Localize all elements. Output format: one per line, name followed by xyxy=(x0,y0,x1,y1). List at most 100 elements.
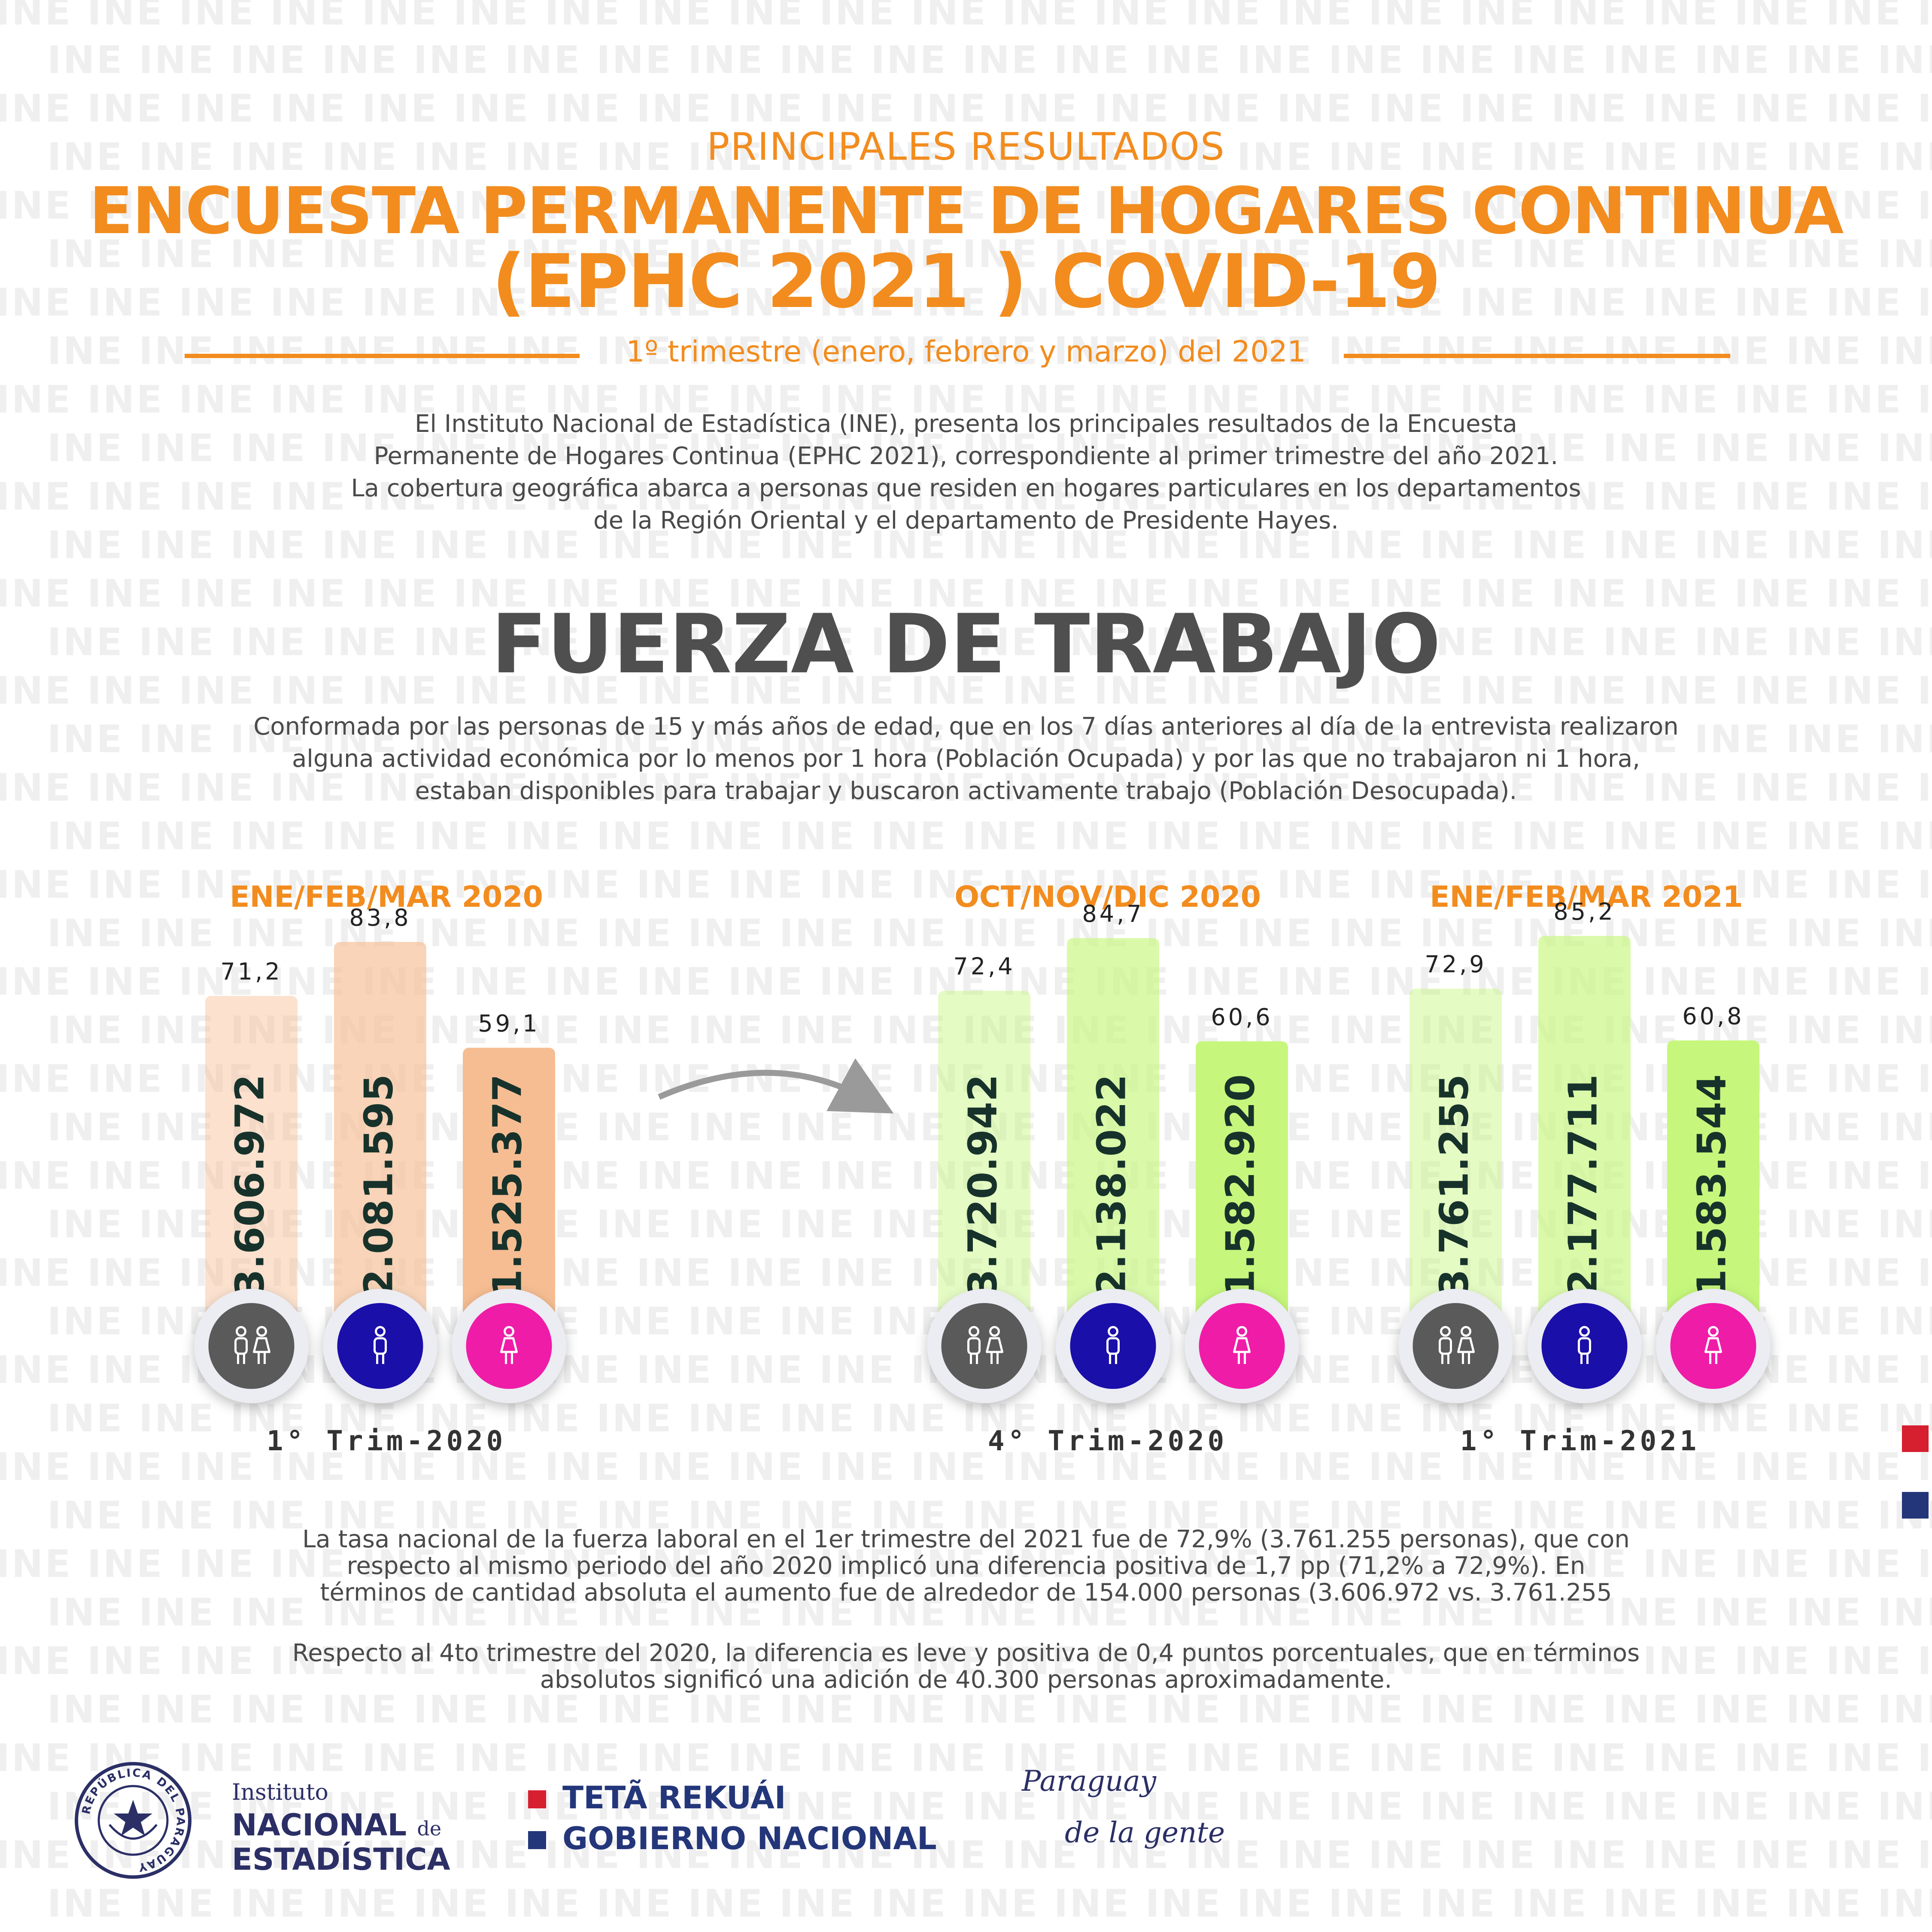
watermark-row: INE INE INE INE INE INE INE INE INE INE … xyxy=(0,86,1932,131)
woman-icon xyxy=(500,1326,518,1364)
ine-logo-small: Instituto xyxy=(232,1780,328,1805)
slogan-line1: Paraguay xyxy=(1022,1765,1157,1798)
ine-logo-line1: NACIONAL de xyxy=(232,1807,441,1843)
icon-disc xyxy=(1670,1303,1756,1389)
watermark-row: INE INE INE INE INE INE INE INE INE INE … xyxy=(0,863,1932,907)
watermark-row: INE INE INE INE INE INE INE INE INE INE … xyxy=(47,329,1932,373)
both-people-icon xyxy=(967,1326,1003,1364)
watermark-row: INE INE INE INE INE INE INE INE INE INE … xyxy=(47,1687,1932,1732)
icon-disc xyxy=(337,1303,423,1389)
watermark-row: INE INE INE INE INE INE INE INE INE INE … xyxy=(47,135,1932,179)
watermark-row: INE INE INE INE INE INE INE INE INE INE … xyxy=(0,668,1932,713)
watermark-row: INE INE INE INE INE INE INE INE INE INE … xyxy=(47,1590,1932,1634)
watermark-row: INE INE INE INE INE INE INE INE INE INE … xyxy=(47,1784,1932,1829)
count-label: 1.583.544 xyxy=(1689,1074,1735,1297)
watermark-row: INE INE INE INE INE INE INE INE INE INE … xyxy=(47,38,1932,82)
icon-disc xyxy=(1070,1303,1156,1389)
count-label: 2.138.022 xyxy=(1089,1074,1135,1297)
period-label-2020-q4: OCT/NOV/DIC 2020 xyxy=(954,880,1261,914)
watermark-row: INE INE INE INE INE INE INE INE INE INE … xyxy=(0,377,1932,422)
count-label: 3.606.972 xyxy=(227,1074,273,1297)
count-label: 2.177.711 xyxy=(1560,1074,1606,1297)
watermark-row: INE INE INE INE INE INE INE INE INE INE … xyxy=(0,1639,1932,1683)
watermark-row: INE INE INE INE INE INE INE INE INE INE … xyxy=(47,620,1932,664)
rate-label: 59,1 xyxy=(478,1010,540,1037)
rate-label: 84,7 xyxy=(1082,900,1144,927)
bar xyxy=(463,1048,555,1327)
main-title-line1: ENCUESTA PERMANENTE DE HOGARES CONTINUA xyxy=(89,174,1844,249)
main-title-line2: (EPHC 2021 ) COVID-19 xyxy=(492,238,1441,325)
star-icon xyxy=(114,1800,152,1836)
woman-icon xyxy=(1704,1326,1722,1364)
ine-logo-nacional: NACIONAL xyxy=(232,1807,407,1843)
rate-label: 71,2 xyxy=(220,958,282,985)
watermark-row: INE INE INE INE INE INE INE INE INE INE … xyxy=(47,523,1932,567)
subtitle: PRINCIPALES RESULTADOS xyxy=(707,125,1225,169)
bar xyxy=(1410,988,1502,1327)
woman-icon xyxy=(1233,1326,1251,1364)
paraguay-seal-logo: REPÚBLICA DEL PARAGUAY xyxy=(75,1762,191,1879)
gov-red-square xyxy=(528,1790,546,1808)
trim-label-2021-q1: 1° Trim-2021 xyxy=(1460,1425,1700,1457)
watermark-row: INE INE INE INE INE INE INE INE INE INE … xyxy=(0,0,1932,33)
bar xyxy=(1667,1040,1759,1327)
watermark-row: INE INE INE INE INE INE INE INE INE INE … xyxy=(47,1493,1932,1537)
icon-disc xyxy=(1199,1303,1285,1389)
flag-red-square xyxy=(1902,1425,1929,1452)
bar xyxy=(1067,938,1159,1327)
right-rule xyxy=(1344,354,1730,358)
intro-line: de la Región Oriental y el departamento … xyxy=(593,507,1339,535)
period-subtitle: 1º trimestre (enero, febrero y marzo) de… xyxy=(626,335,1306,369)
rate-label: 60,8 xyxy=(1682,1002,1744,1030)
ine-logo-de: de xyxy=(417,1817,442,1840)
rate-label: 72,9 xyxy=(1425,951,1486,978)
gov-line2: GOBIERNO NACIONAL xyxy=(562,1820,937,1856)
slogan-line2: de la gente xyxy=(1065,1816,1225,1849)
icon-disc xyxy=(1541,1303,1628,1389)
watermark-row: INE INE INE INE INE INE INE INE INE INE … xyxy=(0,571,1932,616)
count-label: 3.720.942 xyxy=(960,1074,1006,1297)
man-icon xyxy=(374,1326,387,1364)
intro-line: El Instituto Nacional de Estadística (IN… xyxy=(415,410,1517,438)
comparison-line: Respecto al 4to trimestre del 2020, la d… xyxy=(292,1639,1640,1667)
icon-disc xyxy=(208,1303,295,1389)
count-label: 3.761.255 xyxy=(1431,1074,1477,1297)
bar xyxy=(205,996,298,1327)
watermark-row: INE INE INE INE INE INE INE INE INE INE … xyxy=(0,1445,1932,1489)
conclusion-paragraph: La tasa nacional de la fuerza laboral en… xyxy=(193,1526,1739,1606)
watermark-row: INE INE INE INE INE INE INE INE INE INE … xyxy=(47,232,1932,276)
bar xyxy=(1196,1041,1288,1327)
watermark-row: INE INE INE INE INE INE INE INE INE INE … xyxy=(0,766,1932,810)
rate-label: 83,8 xyxy=(349,904,411,931)
count-label: 2.081.595 xyxy=(356,1074,402,1297)
intro-line: La cobertura geográfica abarca a persona… xyxy=(351,474,1581,502)
watermark-row: INE INE INE INE INE INE INE INE INE INE … xyxy=(0,280,1932,325)
period-label-2021-q1: ENE/FEB/MAR 2021 xyxy=(1430,880,1743,914)
rate-label: 72,4 xyxy=(953,953,1015,980)
definition-line: alguna actividad económica por lo menos … xyxy=(292,745,1640,773)
bar xyxy=(938,990,1030,1327)
rate-label: 60,6 xyxy=(1211,1003,1273,1030)
icon-disc xyxy=(941,1303,1027,1389)
intro-paragraph: El Instituto Nacional de Estadística (IN… xyxy=(215,408,1717,537)
watermark-row: INE INE INE INE INE INE INE INE INE INE … xyxy=(47,426,1932,470)
left-rule xyxy=(185,354,580,358)
watermark-row: INE INE INE INE INE INE INE INE INE INE … xyxy=(0,183,1932,228)
count-label: 1.582.920 xyxy=(1218,1074,1264,1297)
period-label-2020-q1: ENE/FEB/MAR 2020 xyxy=(230,880,543,914)
count-label: 1.525.377 xyxy=(485,1074,531,1297)
rate-label: 85,2 xyxy=(1553,898,1615,925)
section-title: FUERZA DE TRABAJO xyxy=(491,597,1441,692)
bar xyxy=(334,942,426,1327)
trend-arrow xyxy=(658,1058,894,1114)
trim-label-2020-q1: 1° Trim-2020 xyxy=(266,1425,507,1457)
watermark-row: INE INE INE INE INE INE INE INE INE INE … xyxy=(47,1396,1932,1440)
watermark-row: INE INE INE INE INE INE INE INE INE INE … xyxy=(0,474,1932,519)
man-icon xyxy=(1106,1326,1120,1364)
gov-line1: TETÃ REKUÁI xyxy=(562,1780,786,1816)
watermark-row: INE INE INE INE INE INE INE INE INE INE … xyxy=(0,1833,1932,1877)
definition-line: estaban disponibles para trabajar y busc… xyxy=(415,777,1517,805)
watermark-row: INE INE INE INE INE INE INE INE INE INE … xyxy=(0,1542,1932,1586)
icon-disc xyxy=(1413,1303,1499,1389)
